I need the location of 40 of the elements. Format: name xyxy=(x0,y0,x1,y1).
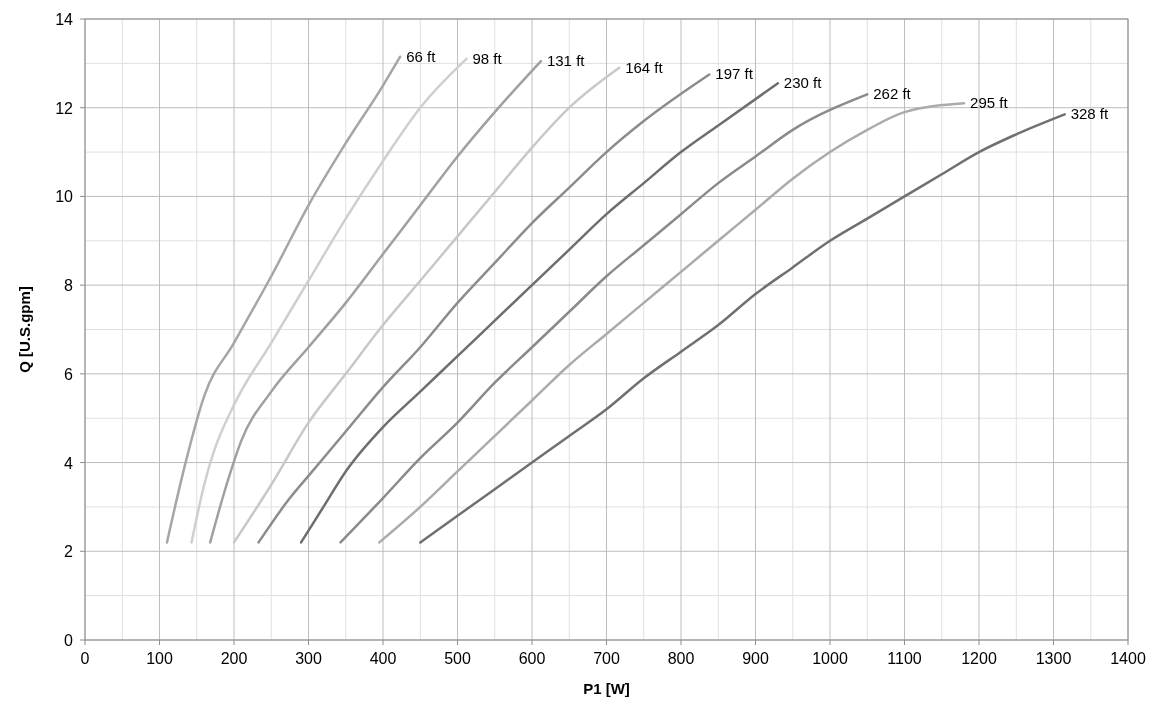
y-tick-label: 10 xyxy=(55,188,74,206)
y-axis-title: Q [U.S.gpm] xyxy=(16,286,33,373)
x-tick-label: 900 xyxy=(742,650,769,667)
series-label: 164 ft xyxy=(625,58,664,76)
x-axis-title: P1 [W] xyxy=(583,680,630,697)
series-label: 328 ft xyxy=(1070,105,1110,123)
line-series xyxy=(165,55,402,544)
x-tick-label: 1000 xyxy=(812,650,848,667)
series-label: 230 ft xyxy=(783,74,823,92)
series-label: 295 ft xyxy=(970,94,1009,112)
y-tick-label: 12 xyxy=(55,99,74,117)
y-tick-label: 8 xyxy=(64,277,74,295)
x-tick-label: 100 xyxy=(146,650,173,667)
x-tick-label: 600 xyxy=(518,650,546,667)
y-tick-label: 2 xyxy=(64,543,74,561)
y-tick-label: 6 xyxy=(64,365,74,383)
x-tick-label: 200 xyxy=(220,650,248,667)
line-series xyxy=(378,102,966,544)
series-label: 66 ft xyxy=(406,47,437,65)
x-tick-label: 1200 xyxy=(961,650,997,667)
line-series xyxy=(339,93,869,544)
x-tick-label: 1100 xyxy=(887,650,922,667)
series-label: 98 ft xyxy=(472,49,503,67)
x-tick-label: 700 xyxy=(593,650,620,667)
series-label: 131 ft xyxy=(546,52,586,70)
x-tick-label: 400 xyxy=(369,650,397,667)
x-tick-label: 0 xyxy=(80,650,90,667)
y-tick-label: 0 xyxy=(64,632,74,649)
line-series xyxy=(299,82,780,544)
x-tick-label: 800 xyxy=(667,650,695,667)
line-series xyxy=(257,73,711,544)
x-tick-label: 1300 xyxy=(1035,650,1072,667)
series-label: 262 ft xyxy=(873,85,912,103)
y-tick-label: 4 xyxy=(64,454,74,472)
y-tick-label: 14 xyxy=(55,11,74,28)
x-tick-label: 300 xyxy=(295,650,322,667)
x-tick-label: 500 xyxy=(444,650,471,667)
x-tick-label: 1400 xyxy=(1110,650,1146,667)
series-label: 197 ft xyxy=(715,65,754,83)
line-series xyxy=(419,113,1066,544)
